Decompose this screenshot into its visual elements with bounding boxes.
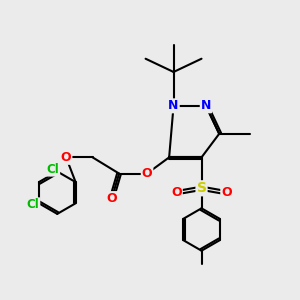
Text: O: O (106, 192, 117, 205)
Text: N: N (168, 99, 179, 112)
Text: N: N (201, 99, 211, 112)
Text: O: O (221, 186, 232, 199)
Text: Cl: Cl (46, 163, 59, 176)
Text: Cl: Cl (27, 198, 39, 211)
Text: S: S (196, 181, 206, 195)
Text: O: O (61, 151, 71, 164)
Text: O: O (142, 167, 152, 180)
Text: O: O (171, 186, 182, 199)
